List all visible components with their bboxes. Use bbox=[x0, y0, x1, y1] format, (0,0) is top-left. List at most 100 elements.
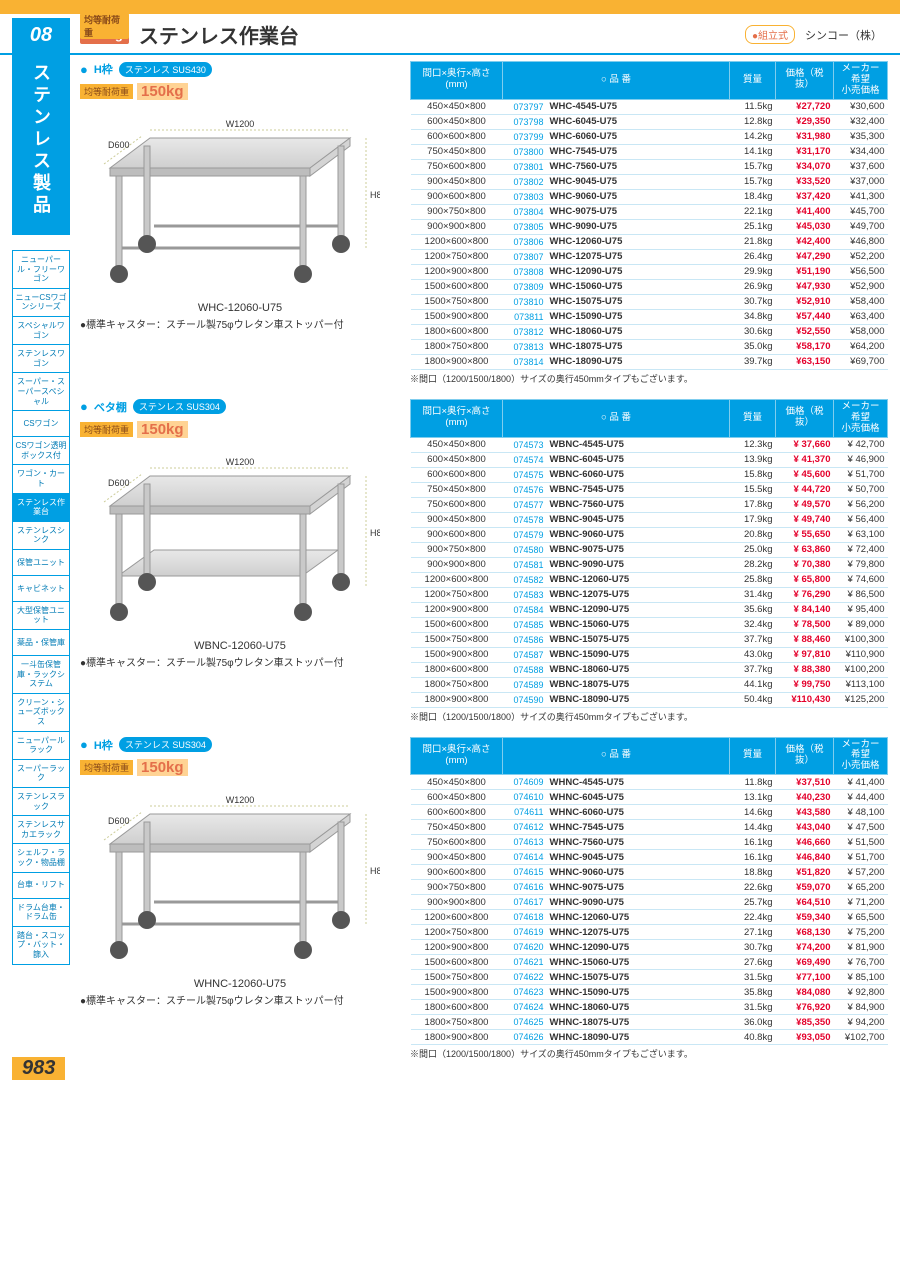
cell-price: ¥27,720 bbox=[776, 99, 834, 114]
cell-dim: 450×450×800 bbox=[411, 775, 503, 790]
sidebar-item[interactable]: CSワゴン透明ボックス付 bbox=[12, 437, 70, 465]
cell-code: 074620 bbox=[503, 940, 547, 955]
cell-price: ¥ 88,460 bbox=[776, 632, 834, 647]
cell-model: WHC-6060-U75 bbox=[547, 129, 730, 144]
sidebar-item[interactable]: 踏台・スコップ・バット・篩入 bbox=[12, 927, 70, 965]
cell-code: 074581 bbox=[503, 557, 547, 572]
cell-model: WBNC-18060-U75 bbox=[547, 662, 730, 677]
cell-model: WBNC-12090-U75 bbox=[547, 602, 730, 617]
sidebar-item[interactable]: ドラム台車・ドラム缶 bbox=[12, 899, 70, 927]
page-number: 983 bbox=[12, 1057, 65, 1080]
sidebar-item[interactable]: ステンレスワゴン bbox=[12, 345, 70, 373]
sidebar-item[interactable]: ニューCSワゴンシリーズ bbox=[12, 289, 70, 317]
cell-mass: 16.1kg bbox=[730, 850, 776, 865]
cell-model: WBNC-12075-U75 bbox=[547, 587, 730, 602]
cell-msrp: ¥ 75,200 bbox=[834, 925, 888, 940]
cell-code: 074577 bbox=[503, 497, 547, 512]
page-header: 150kg ステンレス作業台 ●組立式 シンコー（株） bbox=[0, 14, 900, 55]
section-name: H枠 bbox=[94, 61, 113, 77]
table-row: 750×600×800 074577 WBNC-7560-U75 17.8kg … bbox=[411, 497, 888, 512]
sidebar-item[interactable]: CSワゴン bbox=[12, 411, 70, 437]
cell-msrp: ¥69,700 bbox=[834, 354, 888, 369]
sidebar-item[interactable]: 保管ユニット bbox=[12, 550, 70, 576]
load-badge: 150kg bbox=[80, 25, 129, 44]
cell-code: 074614 bbox=[503, 850, 547, 865]
svg-text:H800: H800 bbox=[370, 528, 380, 538]
caster-note: ●標準キャスター：スチール製75φウレタン車ストッパー付 bbox=[80, 992, 400, 1007]
cell-mass: 13.9kg bbox=[730, 452, 776, 467]
cell-mass: 40.8kg bbox=[730, 1030, 776, 1045]
table-row: 1200×600×800 073806 WHC-12060-U75 21.8kg… bbox=[411, 234, 888, 249]
table-row: 1800×600×800 074624 WHNC-18060-U75 31.5k… bbox=[411, 1000, 888, 1015]
cell-code: 074612 bbox=[503, 820, 547, 835]
sidebar-item[interactable]: シェルフ・ラック・物品棚 bbox=[12, 844, 70, 872]
cell-price: ¥ 84,140 bbox=[776, 602, 834, 617]
cell-code: 074616 bbox=[503, 880, 547, 895]
cell-mass: 12.8kg bbox=[730, 114, 776, 129]
cell-model: WHC-15075-U75 bbox=[547, 294, 730, 309]
cell-dim: 1500×750×800 bbox=[411, 970, 503, 985]
cell-dim: 1800×600×800 bbox=[411, 324, 503, 339]
cell-code: 074622 bbox=[503, 970, 547, 985]
cell-model: WHC-18090-U75 bbox=[547, 354, 730, 369]
table-row: 900×450×800 074578 WBNC-9045-U75 17.9kg … bbox=[411, 512, 888, 527]
cell-msrp: ¥ 48,100 bbox=[834, 805, 888, 820]
product-section: ● H枠 ステンレス SUS304 均等耐荷重 150kg W1200 D600 bbox=[80, 737, 888, 1061]
cell-model: WHNC-9045-U75 bbox=[547, 850, 730, 865]
section-load: 均等耐荷重 150kg bbox=[80, 759, 188, 776]
cell-mass: 17.8kg bbox=[730, 497, 776, 512]
cell-dim: 1800×750×800 bbox=[411, 1015, 503, 1030]
sidebar-item[interactable]: ステンレスサカエラック bbox=[12, 816, 70, 844]
col-model: ○ 品 番 bbox=[503, 737, 730, 775]
cell-code: 073802 bbox=[503, 174, 547, 189]
table-row: 1200×750×800 074619 WHNC-12075-U75 27.1k… bbox=[411, 925, 888, 940]
table-row: 1200×750×800 074583 WBNC-12075-U75 31.4k… bbox=[411, 587, 888, 602]
cell-price: ¥47,930 bbox=[776, 279, 834, 294]
sidebar-item[interactable]: ステンレスシンク bbox=[12, 522, 70, 550]
sidebar-item[interactable]: スペシャルワゴン bbox=[12, 317, 70, 345]
product-section: ● H枠 ステンレス SUS430 均等耐荷重 150kg W1200 D600 bbox=[80, 61, 888, 385]
sidebar-item[interactable]: ワゴン・カート bbox=[12, 465, 70, 493]
cell-dim: 900×450×800 bbox=[411, 512, 503, 527]
cell-price: ¥ 97,810 bbox=[776, 647, 834, 662]
sidebar-item[interactable]: 台車・リフト bbox=[12, 873, 70, 899]
sidebar-item[interactable]: 一斗缶保管庫・ラックシステム bbox=[12, 656, 70, 694]
sidebar-item[interactable]: ニューパール・フリーワゴン bbox=[12, 250, 70, 289]
cell-model: WBNC-15075-U75 bbox=[547, 632, 730, 647]
cell-mass: 14.2kg bbox=[730, 129, 776, 144]
sidebar-item[interactable]: スーパーラック bbox=[12, 760, 70, 788]
cell-dim: 750×600×800 bbox=[411, 497, 503, 512]
sidebar-item[interactable]: クリーン・シューズボックス bbox=[12, 694, 70, 732]
cell-code: 073800 bbox=[503, 144, 547, 159]
col-price: 価格（税抜） bbox=[776, 62, 834, 100]
sidebar-item[interactable]: 大型保管ユニット bbox=[12, 602, 70, 630]
table-row: 450×450×800 074573 WBNC-4545-U75 12.3kg … bbox=[411, 437, 888, 452]
cell-dim: 600×450×800 bbox=[411, 114, 503, 129]
col-price: 価格（税抜） bbox=[776, 737, 834, 775]
cell-model: WHNC-18060-U75 bbox=[547, 1000, 730, 1015]
cell-msrp: ¥37,000 bbox=[834, 174, 888, 189]
cell-msrp: ¥52,200 bbox=[834, 249, 888, 264]
cell-msrp: ¥100,200 bbox=[834, 662, 888, 677]
cell-model: WBNC-9060-U75 bbox=[547, 527, 730, 542]
cell-msrp: ¥ 65,200 bbox=[834, 880, 888, 895]
cell-mass: 27.6kg bbox=[730, 955, 776, 970]
cell-msrp: ¥46,800 bbox=[834, 234, 888, 249]
sidebar-item[interactable]: ステンレス作業台 bbox=[12, 494, 70, 522]
sidebar-item[interactable]: キャビネット bbox=[12, 576, 70, 602]
cell-model: WBNC-9045-U75 bbox=[547, 512, 730, 527]
sidebar-item[interactable]: ニューパールラック bbox=[12, 732, 70, 760]
sidebar-item[interactable]: ステンレスラック bbox=[12, 788, 70, 816]
cell-code: 074619 bbox=[503, 925, 547, 940]
category-sidebar: ニューパール・フリーワゴンニューCSワゴンシリーズスペシャルワゴンステンレスワゴ… bbox=[12, 250, 70, 965]
cell-price: ¥ 88,380 bbox=[776, 662, 834, 677]
cell-price: ¥ 70,380 bbox=[776, 557, 834, 572]
cell-model: WHC-15060-U75 bbox=[547, 279, 730, 294]
cell-mass: 15.7kg bbox=[730, 159, 776, 174]
cell-dim: 1500×750×800 bbox=[411, 294, 503, 309]
sidebar-item[interactable]: 薬品・保管庫 bbox=[12, 630, 70, 656]
cell-price: ¥57,440 bbox=[776, 309, 834, 324]
cell-mass: 29.9kg bbox=[730, 264, 776, 279]
cell-price: ¥52,910 bbox=[776, 294, 834, 309]
sidebar-item[interactable]: スーパー・スーパースペシャル bbox=[12, 373, 70, 411]
